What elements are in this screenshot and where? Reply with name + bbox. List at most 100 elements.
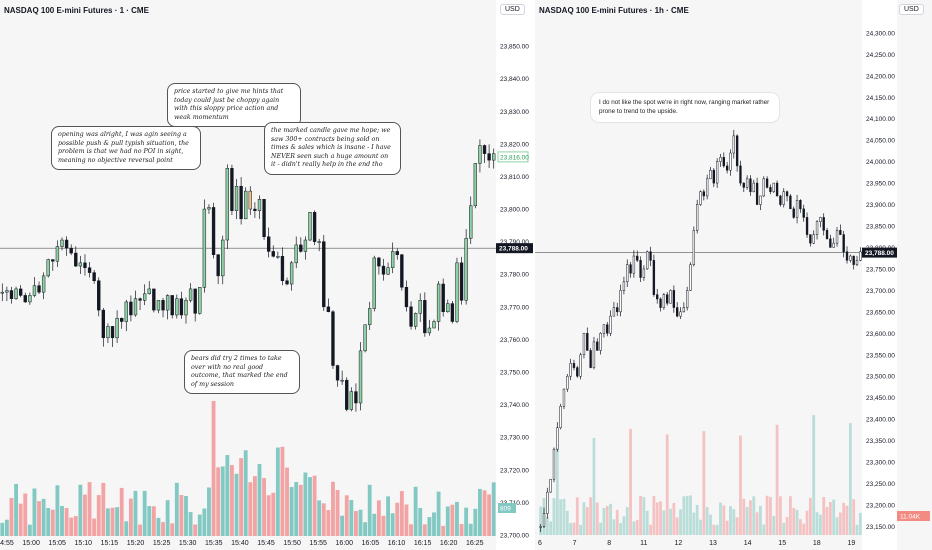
volume-bar xyxy=(252,476,257,536)
volume-bar xyxy=(239,458,244,536)
candle xyxy=(257,199,262,211)
candle xyxy=(363,324,367,352)
volume-bar xyxy=(695,504,699,535)
volume-bar xyxy=(445,506,450,536)
candle xyxy=(0,291,4,294)
price-axis xyxy=(496,0,533,550)
candle xyxy=(759,195,762,205)
volume-bar xyxy=(110,507,115,536)
volume-bar xyxy=(675,517,679,535)
candle xyxy=(829,238,832,248)
volume-bar xyxy=(632,521,636,535)
chart-divider[interactable] xyxy=(533,0,535,550)
volume-bar xyxy=(662,510,666,535)
volume-bar xyxy=(326,510,331,536)
volume-bar xyxy=(772,515,776,535)
candle xyxy=(14,288,18,299)
left-chart-panel[interactable]: 23,850.00 23,840.00 23,830.00 23,820.00 23,8… xyxy=(0,0,533,550)
candle xyxy=(789,195,792,210)
volume-bar xyxy=(595,502,599,535)
last-price-label: 23,816.00 xyxy=(500,154,529,161)
candle xyxy=(156,300,161,311)
y-tick-label: 24,250.00 xyxy=(866,52,895,59)
candle xyxy=(646,251,649,270)
volume-bar xyxy=(46,507,51,536)
candle xyxy=(409,306,413,327)
right-chart-panel[interactable]: 24,300.00 24,250.00 24,200.00 24,150.00 24,1… xyxy=(535,0,932,550)
volume-bar xyxy=(619,523,622,535)
candle xyxy=(299,244,303,252)
candle xyxy=(326,306,331,312)
y-tick-label: 23,720.00 xyxy=(500,467,529,474)
right-candlestick-chart[interactable]: 24,300.00 24,250.00 24,200.00 24,150.00 24,1… xyxy=(535,0,932,550)
volume-bar xyxy=(298,484,303,536)
right-currency-button[interactable]: USD xyxy=(899,4,924,15)
candle xyxy=(464,238,468,301)
candle xyxy=(120,317,124,322)
candle xyxy=(825,230,829,240)
candle xyxy=(852,255,855,265)
volume-bar xyxy=(101,482,106,536)
volume-bar xyxy=(832,499,836,535)
volume-bar xyxy=(115,507,120,536)
candle xyxy=(133,298,138,316)
volume-bar xyxy=(399,491,404,536)
candle xyxy=(216,254,220,277)
candle xyxy=(239,185,243,220)
x-tick-label: 16:10 xyxy=(388,540,406,547)
volume-bar xyxy=(418,508,423,536)
left-currency-button[interactable]: USD xyxy=(500,4,525,15)
volume-bar xyxy=(477,488,482,536)
candle xyxy=(582,333,586,355)
candle xyxy=(592,341,596,368)
candle xyxy=(165,295,170,311)
candle xyxy=(676,307,679,317)
candle xyxy=(225,168,230,241)
volume-bar xyxy=(4,519,9,536)
x-tick-label: 16:25 xyxy=(466,540,484,547)
volume-bar xyxy=(645,510,649,535)
volume-bar xyxy=(842,502,846,535)
volume-bar xyxy=(450,504,455,536)
volume-bar xyxy=(798,519,802,535)
x-tick-label: 15:15 xyxy=(101,540,119,547)
volume-bar xyxy=(552,498,556,535)
volume-bar xyxy=(142,490,147,536)
left-candlestick-chart[interactable]: 23,850.00 23,840.00 23,830.00 23,820.00 23,8… xyxy=(0,0,533,550)
candle xyxy=(271,251,275,257)
volume-bar xyxy=(769,497,772,535)
volume-bar xyxy=(376,500,381,536)
volume-bar xyxy=(459,524,464,536)
volume-bar xyxy=(759,505,762,535)
x-tick-label: 15:00 xyxy=(22,540,40,547)
candle xyxy=(386,267,390,275)
candle xyxy=(689,264,692,291)
y-tick-label: 23,780.00 xyxy=(500,272,529,279)
candle xyxy=(455,262,459,322)
candle xyxy=(23,295,27,303)
volume-bar xyxy=(808,497,812,535)
volume-bar xyxy=(825,506,829,535)
candle xyxy=(812,234,815,244)
volume-bar xyxy=(599,522,603,535)
volume-bar xyxy=(705,507,709,535)
x-tick-label: 8 xyxy=(607,540,611,547)
volume-bar xyxy=(812,415,816,535)
volume-bar xyxy=(575,497,579,535)
candle xyxy=(842,234,845,252)
x-tick-label: 15:35 xyxy=(205,540,223,547)
volume-bar xyxy=(779,496,782,535)
candle xyxy=(792,208,795,218)
candle xyxy=(138,298,142,301)
candle xyxy=(799,200,802,210)
price-marker: 23,788.00 xyxy=(865,250,894,257)
candle xyxy=(285,280,289,285)
volume-bar xyxy=(216,467,221,536)
volume-bar xyxy=(312,475,317,536)
volume-bar xyxy=(69,517,74,536)
candle xyxy=(839,230,842,235)
candle xyxy=(602,324,606,334)
volume-bar xyxy=(652,495,656,535)
volume-bar xyxy=(422,524,427,536)
candle xyxy=(303,239,308,252)
